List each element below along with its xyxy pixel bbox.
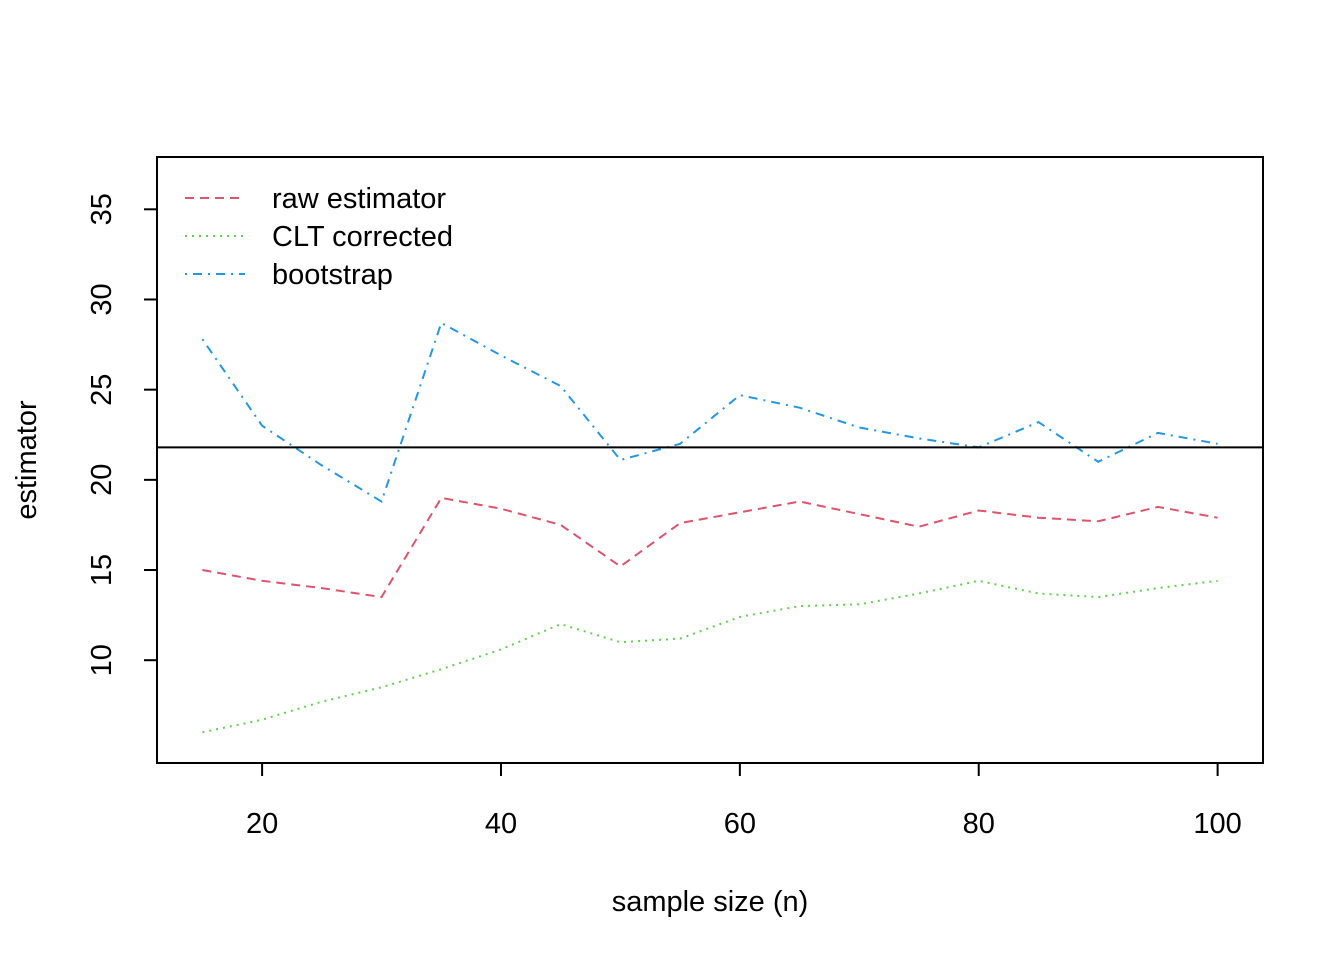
y-tick-label: 10 <box>86 644 118 676</box>
x-tick-label: 20 <box>246 808 278 840</box>
y-axis-title: estimator <box>11 400 43 520</box>
series-line-raw-estimator <box>202 496 1218 599</box>
x-axis-title: sample size (n) <box>612 886 809 918</box>
y-tick-label: 25 <box>86 374 118 406</box>
legend-label: raw estimator <box>272 183 446 215</box>
series-line-clt-corrected <box>202 579 1218 734</box>
y-tick-label: 20 <box>86 464 118 496</box>
series-line-bootstrap <box>201 321 1218 504</box>
y-tick-label: 35 <box>86 193 118 225</box>
legend-label: CLT corrected <box>272 221 453 253</box>
x-tick-label: 80 <box>963 808 995 840</box>
y-axis: 10 15 20 25 30 35 <box>86 193 158 676</box>
x-tick-label: 100 <box>1193 808 1241 840</box>
legend: raw estimator CLT corrected bootstrap <box>185 183 453 291</box>
x-tick-label: 60 <box>724 808 756 840</box>
y-tick-label: 30 <box>86 283 118 315</box>
series-layer <box>201 321 1218 734</box>
legend-label: bootstrap <box>272 259 393 291</box>
x-tick-label: 40 <box>485 808 517 840</box>
x-axis: 20 40 60 80 100 <box>246 762 1242 840</box>
y-tick-label: 15 <box>86 554 118 586</box>
